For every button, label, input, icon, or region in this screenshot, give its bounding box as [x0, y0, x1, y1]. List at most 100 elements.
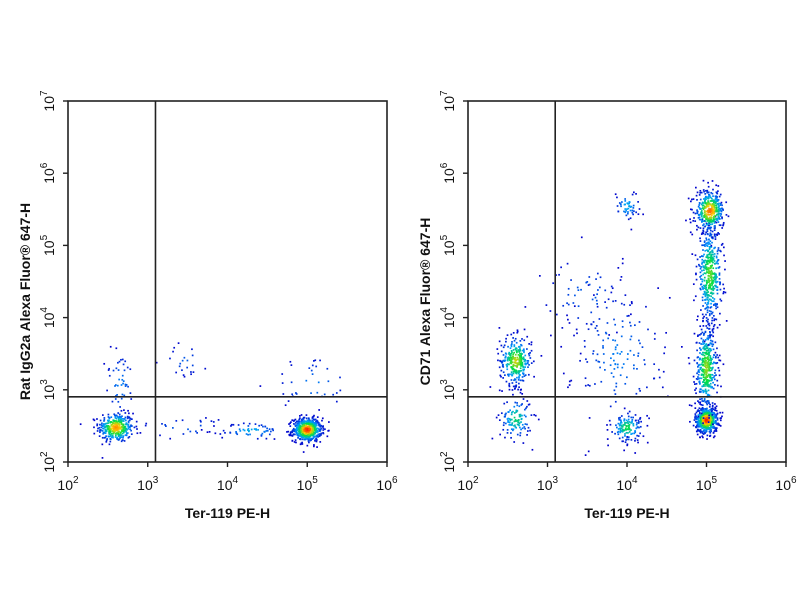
event-dot	[311, 434, 313, 437]
event-dot	[701, 369, 703, 372]
event-dot	[568, 380, 571, 383]
event-dot	[718, 266, 721, 268]
event-dot	[600, 380, 603, 383]
event-dot	[110, 428, 113, 430]
event-dot	[702, 229, 705, 232]
event-dot	[690, 200, 692, 203]
event-dot	[701, 299, 704, 302]
event-dot	[298, 418, 301, 421]
event-dot	[124, 360, 127, 363]
event-dot	[711, 211, 714, 214]
event-dot	[637, 419, 640, 422]
event-dot	[111, 425, 113, 428]
event-dot	[708, 417, 710, 419]
event-dot	[521, 376, 524, 378]
event-dot	[573, 334, 575, 337]
event-dot	[680, 346, 683, 348]
event-dot	[113, 428, 115, 430]
event-dot	[127, 426, 130, 428]
event-dot	[688, 362, 691, 365]
event-dot	[699, 237, 701, 240]
event-dot	[205, 417, 207, 419]
event-dot	[505, 422, 507, 425]
event-dot	[126, 415, 129, 418]
event-dot	[708, 203, 711, 205]
event-dot	[130, 429, 132, 432]
event-dot	[701, 296, 704, 299]
event-dot	[610, 291, 613, 294]
event-dot	[725, 213, 728, 216]
event-dot	[698, 202, 701, 204]
event-dot	[114, 429, 117, 431]
event-dot	[613, 389, 616, 392]
event-dot	[705, 319, 708, 322]
event-dot	[706, 249, 708, 251]
event-dot	[123, 418, 126, 420]
event-dot	[297, 422, 299, 424]
x-tick-label: 104	[616, 475, 638, 493]
event-dot	[704, 200, 706, 202]
event-dot	[584, 377, 587, 380]
event-dot	[708, 430, 711, 433]
event-dot	[528, 354, 531, 357]
event-dot	[533, 375, 535, 378]
event-dot	[515, 347, 517, 349]
event-dot	[696, 410, 699, 413]
event-dot	[631, 209, 634, 212]
event-dot	[322, 429, 325, 431]
event-dot	[513, 368, 515, 371]
event-dot	[510, 359, 513, 362]
event-dot	[702, 347, 705, 350]
event-dot	[712, 408, 715, 411]
event-dot	[586, 361, 589, 363]
event-dot	[304, 438, 306, 441]
event-dot	[713, 276, 716, 278]
event-dot	[616, 363, 619, 366]
event-dot	[708, 234, 711, 237]
event-dot	[295, 428, 298, 431]
event-dot	[707, 227, 709, 229]
event-dot	[309, 419, 311, 422]
event-dot	[308, 418, 310, 421]
event-dot	[712, 237, 714, 240]
event-dot	[612, 339, 614, 341]
event-dot	[98, 435, 101, 437]
event-dot	[696, 212, 699, 215]
event-dot	[715, 217, 718, 220]
event-dot	[297, 437, 299, 439]
event-dot	[524, 354, 527, 357]
event-dot	[596, 302, 598, 305]
event-dot	[717, 262, 719, 265]
event-dot	[114, 398, 117, 400]
event-dot	[711, 214, 713, 217]
event-dot	[301, 441, 304, 444]
event-dot	[709, 431, 712, 434]
event-dot	[709, 339, 712, 342]
event-dot	[707, 267, 710, 270]
event-dot	[722, 363, 725, 366]
event-dot	[314, 424, 317, 427]
event-dot	[713, 201, 716, 204]
event-dot	[115, 417, 118, 420]
event-dot	[297, 425, 299, 428]
event-dot	[599, 276, 602, 279]
event-dot	[121, 374, 124, 377]
event-dot	[508, 353, 510, 355]
event-dot	[621, 320, 624, 323]
event-dot	[109, 428, 111, 431]
event-dot	[711, 362, 714, 365]
event-dot	[110, 432, 113, 435]
event-dot	[707, 366, 710, 369]
event-dot	[634, 430, 637, 433]
event-dot	[191, 348, 193, 351]
event-dot	[127, 409, 129, 412]
event-dot	[588, 384, 591, 387]
event-dot	[96, 423, 99, 426]
x-tick-label: 106	[775, 475, 797, 493]
event-dot	[703, 253, 705, 256]
event-dot	[710, 191, 713, 194]
event-dot	[110, 424, 113, 426]
event-dot	[699, 325, 702, 328]
event-dot	[704, 265, 706, 267]
